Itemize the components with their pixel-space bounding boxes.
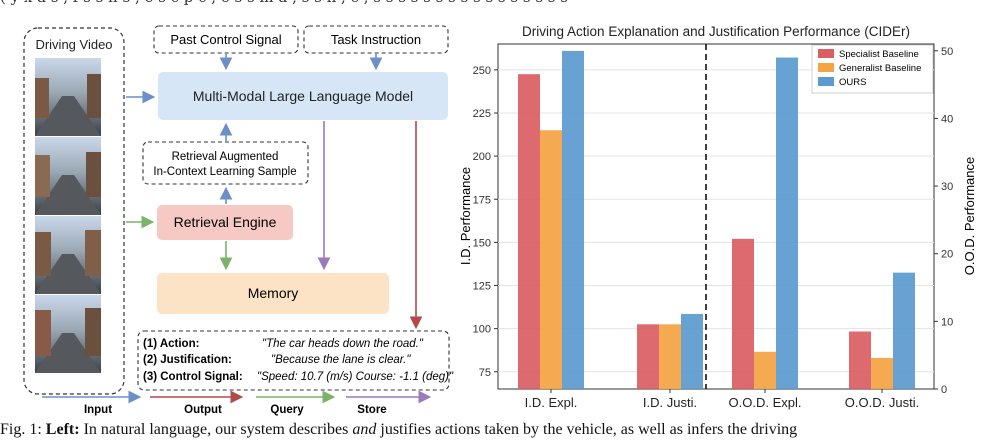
left-tick-label: 150 <box>473 237 491 249</box>
right-tick-label: 20 <box>941 249 953 261</box>
output-control-value: "Speed: 10.7 (m/s) Course: -1.1 (deg)" <box>257 371 454 383</box>
past-control-signal-box <box>153 25 299 54</box>
bar-specialist-baseline-2 <box>732 238 754 389</box>
bar-ours-3 <box>893 272 915 389</box>
bar-ours-0 <box>562 50 584 390</box>
right-tick-label: 50 <box>941 46 953 58</box>
chart-legend: Specialist Baseline Generalist Baseline … <box>811 44 934 94</box>
legend-swatch-specialist <box>818 49 834 58</box>
mllm-box <box>158 72 448 120</box>
output-justification-value: "Because the lane is clear." <box>271 354 411 366</box>
category-tick-label: O.O.D. Expl. <box>729 395 802 410</box>
left-axis-label: I.D. Performance <box>458 167 473 265</box>
right-tick-label: 0 <box>941 384 947 396</box>
left-tick-label: 250 <box>473 65 491 77</box>
left-tick-label: 75 <box>479 367 491 379</box>
output-action-value: "The car heads down the road." <box>262 338 424 350</box>
category-tick-label: I.D. Justi. <box>643 395 697 410</box>
bar-ours-2 <box>776 57 798 389</box>
bar-generalist-baseline-3 <box>871 357 893 389</box>
driving-video-label: Driving Video <box>35 37 112 52</box>
category-tick-label: I.D. Expl. <box>525 395 578 410</box>
output-control-label: (3) Control Signal: <box>143 371 243 383</box>
output-box <box>137 330 450 391</box>
left-tick-label: 100 <box>473 324 491 336</box>
left-tick-label: 125 <box>473 281 491 293</box>
right-tick-label: 30 <box>941 181 953 193</box>
left-tick-label: 175 <box>473 194 491 206</box>
memory-box <box>157 273 389 314</box>
system-diagram: Driving Video <box>23 25 454 416</box>
bar-generalist-baseline-2 <box>754 351 776 389</box>
video-frame-2 <box>35 137 101 215</box>
bar-generalist-baseline-1 <box>659 324 681 389</box>
mllm-label: Multi-Modal Large Language Model <box>193 88 413 104</box>
retrieval-sample-line1: Retrieval Augmented <box>172 151 279 163</box>
caption-text-1: In natural language, our system describe… <box>83 421 349 438</box>
retrieval-engine-label: Retrieval Engine <box>174 214 277 230</box>
chart-title: Driving Action Explanation and Justifica… <box>522 24 910 39</box>
video-frame-3 <box>35 216 101 294</box>
retrieval-sample-box <box>142 141 309 185</box>
legend-label-specialist: Specialist Baseline <box>839 49 919 60</box>
legend-swatch-generalist <box>818 63 834 72</box>
caption-bold: Left: <box>45 421 80 438</box>
bar-ours-1 <box>681 313 703 389</box>
output-justification-label: (2) Justification: <box>143 354 232 366</box>
legend-swatch-ours <box>818 77 834 86</box>
bar-generalist-baseline-0 <box>540 130 562 389</box>
bar-specialist-baseline-0 <box>518 74 540 389</box>
video-frames <box>35 58 101 373</box>
caption-italic: and <box>352 421 377 438</box>
right-tick-label: 40 <box>941 113 953 125</box>
diagram-legend: Input Output Query Store <box>42 390 432 416</box>
figure-caption: Fig. 1: Left: In natural language, our s… <box>0 421 1000 439</box>
right-axis-label: O.O.D. Performance <box>962 157 977 275</box>
retrieval-sample-line2: In-Context Learning Sample <box>153 166 296 178</box>
video-frame-1 <box>35 58 101 136</box>
past-control-signal-label: Past Control Signal <box>170 32 281 47</box>
task-instruction-box <box>303 25 449 54</box>
retrieval-engine-box <box>157 205 293 240</box>
driving-video-panel <box>23 27 125 395</box>
legend-query-label: Query <box>270 404 304 416</box>
output-action-label: (1) Action: <box>143 338 199 350</box>
left-tick-label: 225 <box>473 108 491 120</box>
right-tick-label: 10 <box>941 316 953 328</box>
cropped-previous-text: ( y x a s , f s s n s , e s c p c , e s … <box>0 0 1000 8</box>
video-frame-4 <box>35 295 101 373</box>
legend-store-label: Store <box>357 404 386 416</box>
legend-input-label: Input <box>84 404 112 416</box>
legend-output-label: Output <box>184 404 222 416</box>
category-tick-label: O.O.D. Justi. <box>845 395 919 410</box>
bar-specialist-baseline-3 <box>849 331 871 389</box>
caption-text-2: justifies actions taken by the vehicle, … <box>380 421 798 438</box>
left-tick-label: 200 <box>473 151 491 163</box>
legend-label-generalist: Generalist Baseline <box>839 63 921 74</box>
caption-fig-number: Fig. 1: <box>0 421 42 438</box>
performance-chart: Driving Action Explanation and Justifica… <box>458 24 977 410</box>
task-instruction-label: Task Instruction <box>331 32 421 47</box>
memory-label: Memory <box>248 285 299 301</box>
legend-label-ours: OURS <box>839 77 866 88</box>
bar-specialist-baseline-1 <box>637 324 659 389</box>
